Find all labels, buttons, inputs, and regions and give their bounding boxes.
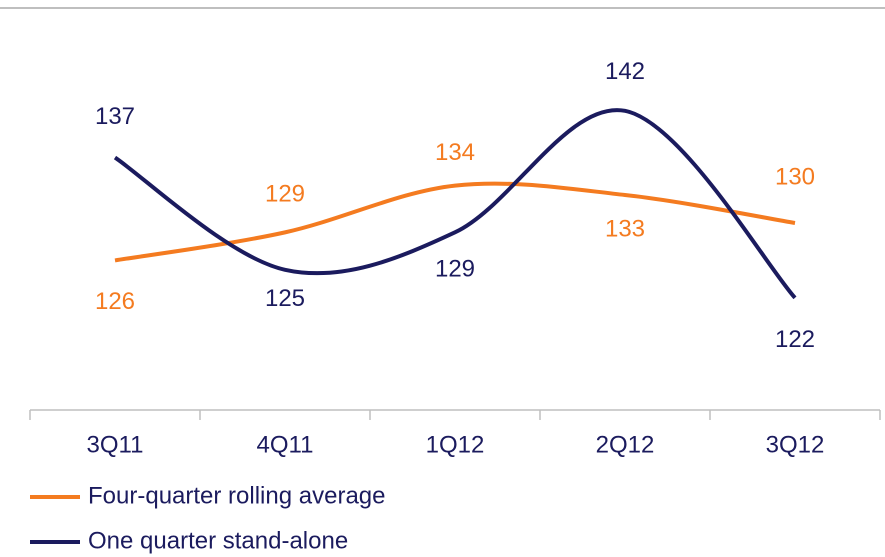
- data-label: 126: [95, 288, 135, 315]
- data-label: 122: [775, 326, 815, 353]
- x-tick-label: 4Q11: [257, 431, 314, 458]
- x-tick-label: 3Q11: [87, 431, 144, 458]
- data-label: 125: [265, 285, 305, 312]
- x-tick-label: 2Q12: [596, 431, 655, 458]
- legend-label: Four-quarter rolling average: [88, 482, 385, 509]
- series-line: [114, 181, 796, 263]
- data-label: 137: [95, 103, 135, 130]
- data-label: 129: [435, 256, 475, 283]
- x-tick-label: 1Q12: [426, 431, 485, 458]
- data-label: 130: [775, 163, 815, 190]
- data-label: 134: [435, 139, 475, 166]
- data-label: 142: [605, 58, 645, 85]
- data-label: 133: [605, 215, 645, 242]
- x-tick-label: 3Q12: [766, 431, 825, 458]
- data-label: 129: [265, 181, 305, 208]
- legend-label: One quarter stand-alone: [88, 527, 348, 554]
- series-line: [113, 108, 797, 300]
